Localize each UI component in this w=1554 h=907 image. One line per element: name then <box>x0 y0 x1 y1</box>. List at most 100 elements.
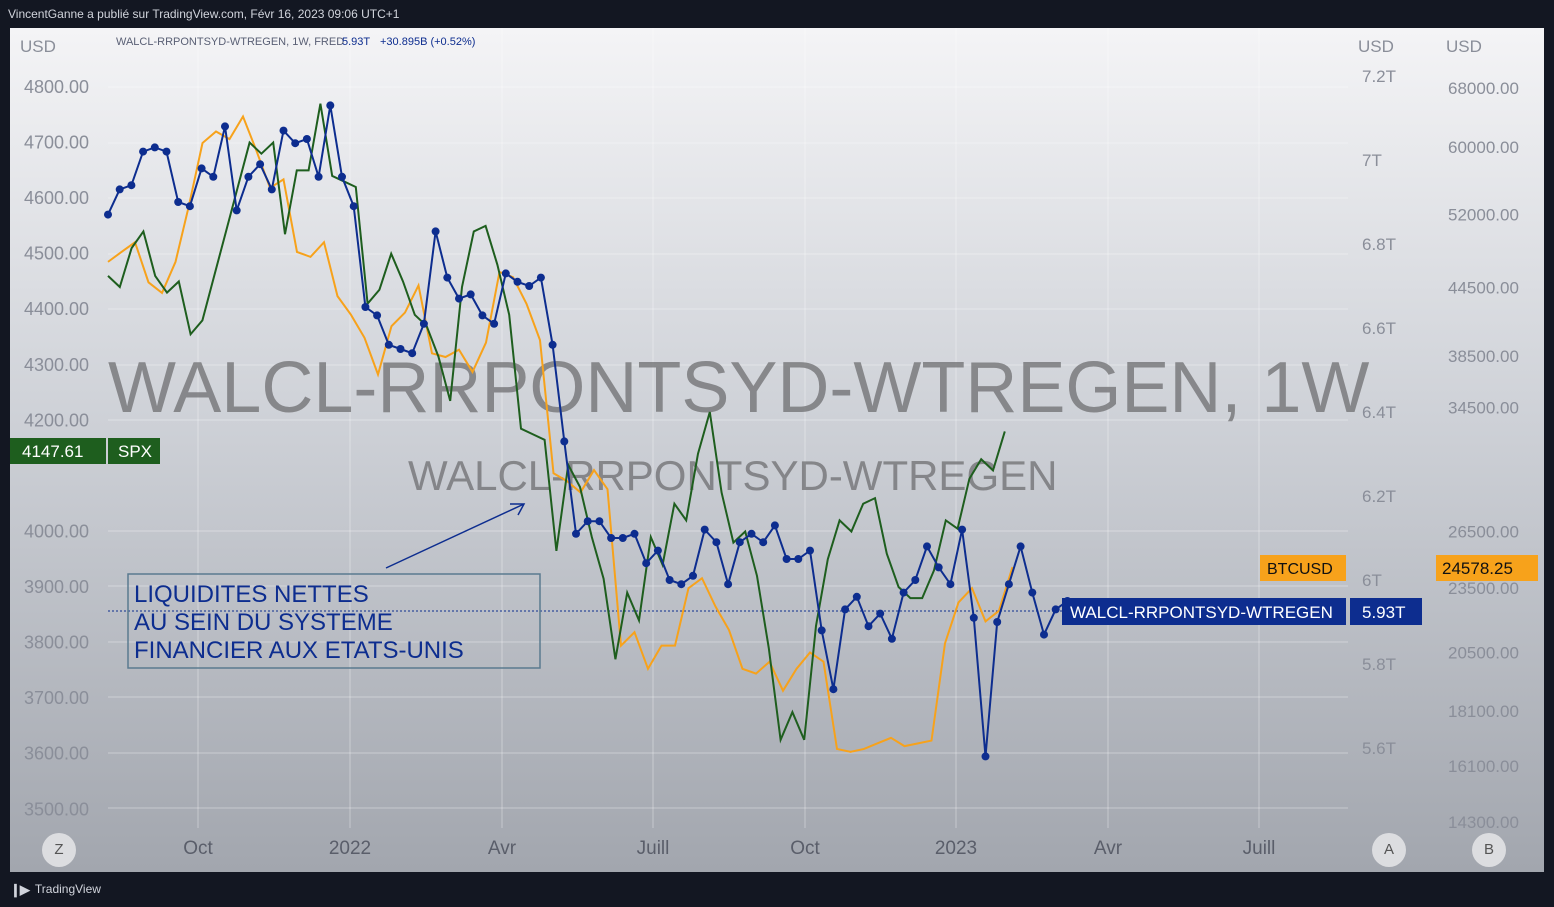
left-tick-label: 3600.00 <box>24 744 89 764</box>
publisher-header: VincentGanne a publié sur TradingView.co… <box>0 0 1554 28</box>
x-axis-ticks: Oct 2022 Avr Juill Oct 2023 Avr Juill <box>183 838 1275 859</box>
walcl-point <box>349 202 358 211</box>
walcl-point <box>946 580 955 589</box>
mid-tick-label: 6.4T <box>1362 403 1396 422</box>
walcl-point <box>361 303 370 311</box>
mid-tick-label: 6.8T <box>1362 235 1396 254</box>
annotation-arrowhead <box>510 503 526 516</box>
chart-svg[interactable]: WALCL-RRPONTSYD-WTREGEN, 1W WALCL-RRPONT… <box>10 28 1544 872</box>
x-tick-label: Juill <box>1243 838 1276 859</box>
footer: ❙▶ TradingView <box>0 872 1554 907</box>
walcl-point <box>595 517 604 526</box>
walcl-point <box>490 319 499 328</box>
walcl-point <box>174 198 183 206</box>
mid-tick-label: 5.8T <box>1362 655 1396 674</box>
walcl-point <box>244 172 253 181</box>
walcl-point <box>466 290 475 299</box>
walcl-point <box>1016 542 1025 551</box>
right-tick-label: 14300.00 <box>1448 813 1519 832</box>
tradingview-logo-icon: ❙▶ <box>10 882 30 897</box>
walcl-point <box>408 349 417 358</box>
right-tick-label: 68000.00 <box>1448 79 1519 98</box>
spx-price-label-name-bg <box>108 438 160 464</box>
mid-tick-label: 6.2T <box>1362 487 1396 506</box>
walcl-point <box>747 529 756 538</box>
x-tick-label: 2023 <box>935 838 977 859</box>
legend-change: +30.895B (+0.52%) <box>380 36 475 48</box>
mid-tick-label: 6.6T <box>1362 319 1396 338</box>
left-tick-label: 4800.00 <box>24 77 89 97</box>
walcl-point <box>162 147 171 156</box>
legend-value: 5.93T <box>342 36 370 48</box>
walcl-series-points <box>104 101 1072 761</box>
right-axis-currency: USD <box>1446 37 1482 56</box>
mid-tick-label: 7.2T <box>1362 67 1396 86</box>
spx-series-line <box>107 103 1006 744</box>
walcl-point <box>969 613 978 622</box>
mid-axis-ticks: 7.2T 7T 6.8T 6.6T 6.4T 6.2T 6T 5.8T 5.6T <box>1362 67 1396 758</box>
left-tick-label: 4000.00 <box>24 521 89 541</box>
left-axis-currency: USD <box>20 37 56 56</box>
annotation-arrow <box>385 503 525 569</box>
left-tick-label: 4600.00 <box>24 188 89 208</box>
right-tick-label: 16100.00 <box>1448 757 1519 776</box>
right-scale-button[interactable]: B <box>1472 833 1506 867</box>
walcl-point <box>759 538 768 547</box>
legend: WALCL-RRPONTSYD-WTREGEN, 1W, FRED 5.93T … <box>116 36 475 48</box>
walcl-point <box>782 555 791 563</box>
footer-brand: TradingView <box>34 882 101 896</box>
walcl-price-label-value-bg <box>1350 598 1422 625</box>
right-tick-label: 60000.00 <box>1448 138 1519 157</box>
annotation-line-1: LIQUIDITES NETTES <box>134 581 369 608</box>
walcl-point <box>197 164 206 173</box>
mid-tick-label: 7T <box>1362 151 1382 170</box>
right-tick-label: 26500.00 <box>1448 523 1519 542</box>
walcl-point <box>841 605 850 614</box>
walcl-point <box>876 609 885 618</box>
right-tick-label: 18100.00 <box>1448 702 1519 721</box>
left-tick-label: 3800.00 <box>24 633 89 653</box>
right-tick-label: 34500.00 <box>1448 398 1519 417</box>
walcl-point <box>209 172 218 181</box>
right-tick-label: 20500.00 <box>1448 643 1519 662</box>
x-tick-label: 2022 <box>329 838 371 859</box>
left-tick-label: 4500.00 <box>24 244 89 264</box>
walcl-point <box>899 588 908 597</box>
walcl-point <box>572 529 580 538</box>
spx-price-label-value-bg <box>10 438 106 464</box>
walcl-point <box>221 122 229 131</box>
spx-price-label-value: 4147.61 <box>22 442 83 461</box>
walcl-point <box>419 319 428 328</box>
walcl-point <box>923 542 931 551</box>
walcl-point <box>864 622 873 631</box>
walcl-point <box>513 277 522 286</box>
walcl-point <box>770 521 779 530</box>
walcl-point <box>958 525 967 534</box>
walcl-point <box>104 210 112 219</box>
left-scale-button[interactable]: Z <box>42 833 76 867</box>
walcl-point <box>1051 605 1060 614</box>
mid-tick-label: 6T <box>1362 571 1382 590</box>
left-tick-label: 3700.00 <box>24 688 89 708</box>
btc-series-line <box>107 114 1014 753</box>
walcl-point <box>1028 588 1037 597</box>
annotation-line-3: FINANCIER AUX ETATS-UNIS <box>134 637 464 664</box>
walcl-point <box>560 437 569 446</box>
walcl-point <box>712 538 721 547</box>
chart-area[interactable]: WALCL-RRPONTSYD-WTREGEN, 1W WALCL-RRPONT… <box>10 28 1544 872</box>
walcl-point <box>817 626 826 635</box>
walcl-point <box>607 534 616 542</box>
walcl-point <box>630 529 639 538</box>
walcl-point <box>139 147 148 156</box>
legend-symbol-line: WALCL-RRPONTSYD-WTREGEN, 1W, FRED <box>116 36 344 48</box>
watermark-main: WALCL-RRPONTSYD-WTREGEN, 1W <box>108 348 1369 428</box>
walcl-point <box>806 546 814 555</box>
walcl-point <box>981 752 990 761</box>
walcl-point <box>934 563 943 572</box>
walcl-point <box>642 559 651 568</box>
mid-scale-button[interactable]: A <box>1372 833 1406 867</box>
walcl-point <box>232 206 241 215</box>
walcl-point <box>735 538 744 547</box>
walcl-point <box>314 172 323 181</box>
walcl-point <box>478 311 487 320</box>
